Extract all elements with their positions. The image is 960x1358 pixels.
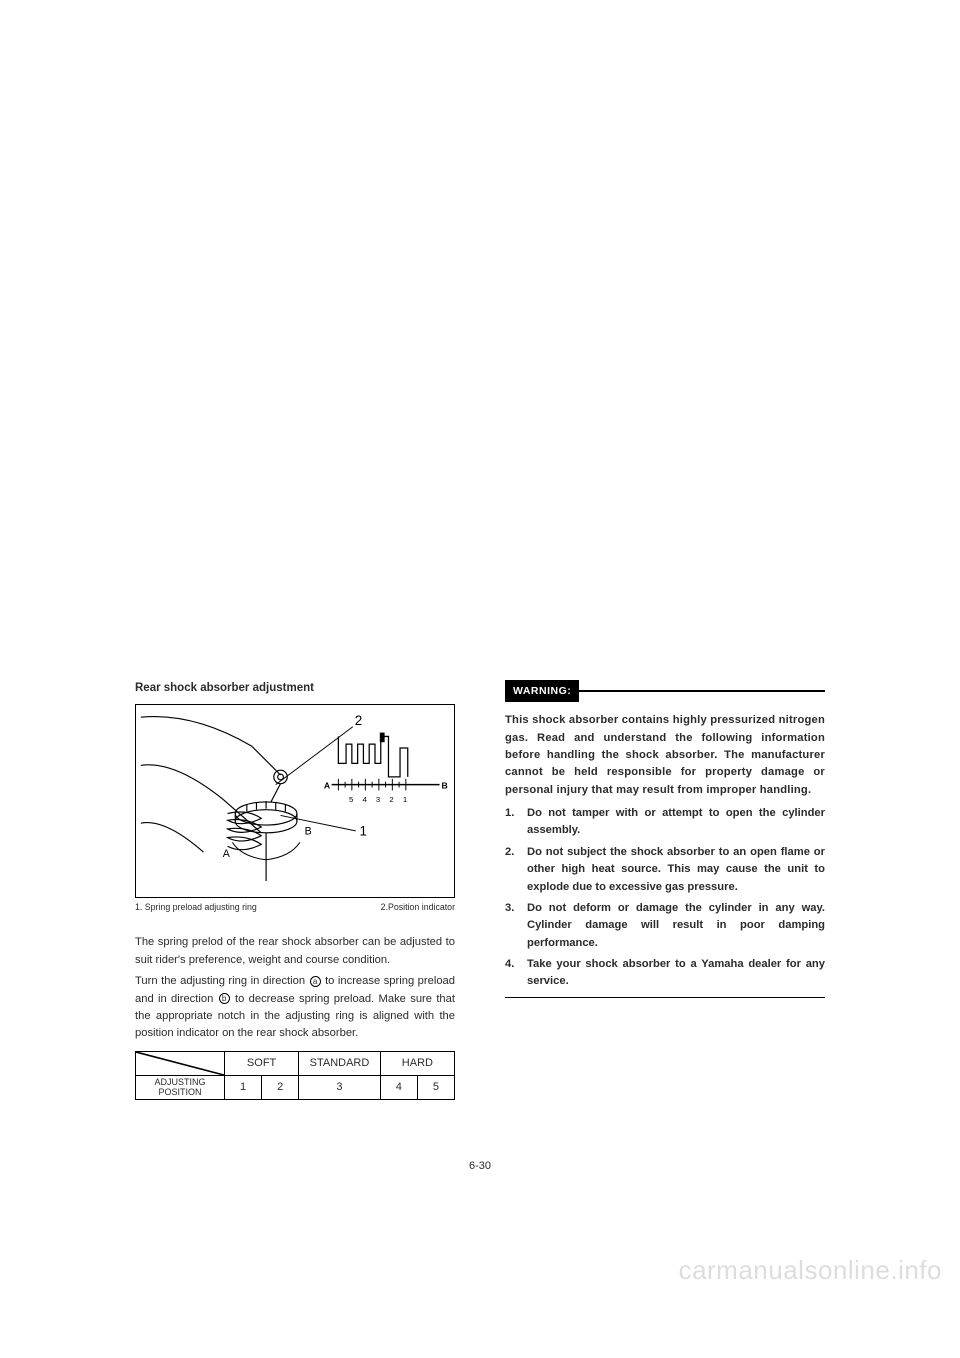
watermark-text: carmanualsonline.info bbox=[679, 1255, 942, 1286]
table-val-2: 2 bbox=[262, 1075, 299, 1100]
scale-tick-5: 5 bbox=[349, 795, 353, 804]
body-para-1: The spring prelod of the rear shock abso… bbox=[135, 934, 455, 969]
warning-rule bbox=[579, 690, 825, 692]
table-header-standard: STANDARD bbox=[299, 1051, 381, 1075]
warning-item-1: 1.Do not tamper with or attempt to open … bbox=[505, 805, 825, 840]
symbol-b-icon: b bbox=[219, 993, 230, 1004]
symbol-a-icon: a bbox=[310, 976, 321, 987]
warning-item-4-text: Take your shock absorber to a Yamaha dea… bbox=[527, 956, 825, 991]
shock-absorber-figure: A B bbox=[135, 704, 455, 898]
figure-letter-b: B bbox=[305, 826, 312, 838]
section-title: Rear shock absorber adjustment bbox=[135, 680, 455, 698]
warning-item-4: 4.Take your shock absorber to a Yamaha d… bbox=[505, 956, 825, 991]
page-number: 6-30 bbox=[0, 1160, 960, 1172]
table-header-soft: SOFT bbox=[225, 1051, 299, 1075]
scale-tick-3: 3 bbox=[376, 795, 380, 804]
adjusting-position-table: SOFT STANDARD HARD ADJUSTING POSITION 1 … bbox=[135, 1051, 455, 1101]
callout-1: 1 bbox=[360, 824, 368, 839]
warning-paragraph: This shock absorber contains highly pres… bbox=[505, 712, 825, 799]
figure-letter-a: A bbox=[223, 848, 231, 860]
warning-item-3: 3.Do not deform or damage the cylinder i… bbox=[505, 900, 825, 952]
row-label-line1: ADJUSTING bbox=[155, 1077, 206, 1087]
figure-caption-left: 1. Spring preload adjusting ring bbox=[135, 901, 257, 915]
row-label-line2: POSITION bbox=[159, 1087, 202, 1097]
scale-tick-1: 1 bbox=[403, 795, 407, 804]
table-val-1: 1 bbox=[225, 1075, 262, 1100]
scale-tick-4: 4 bbox=[362, 795, 367, 804]
warning-label: WARNING: bbox=[505, 680, 579, 702]
table-diagonal-icon bbox=[136, 1052, 224, 1075]
warning-item-1-text: Do not tamper with or attempt to open th… bbox=[527, 805, 825, 840]
callout-2: 2 bbox=[355, 713, 363, 728]
body-para-2: Turn the adjusting ring in direction a t… bbox=[135, 973, 455, 1042]
table-val-5: 5 bbox=[417, 1075, 454, 1100]
warning-item-2-text: Do not subject the shock absorber to an … bbox=[527, 844, 825, 896]
para2-part-a: Turn the adjusting ring in direction bbox=[135, 975, 309, 987]
scale-label-a: A bbox=[324, 780, 331, 790]
scale-label-b: B bbox=[441, 780, 447, 790]
warning-item-3-text: Do not deform or damage the cylinder in … bbox=[527, 900, 825, 952]
table-val-3: 3 bbox=[299, 1075, 381, 1100]
table-row-label: ADJUSTING POSITION bbox=[136, 1075, 225, 1100]
warning-header: WARNING: bbox=[505, 680, 825, 702]
figure-svg: A B bbox=[136, 705, 454, 897]
warning-item-2: 2.Do not subject the shock absorber to a… bbox=[505, 844, 825, 896]
table-val-4: 4 bbox=[380, 1075, 417, 1100]
figure-caption-right: 2.Position indicator bbox=[381, 901, 455, 915]
table-header-hard: HARD bbox=[380, 1051, 454, 1075]
warning-list: 1.Do not tamper with or attempt to open … bbox=[505, 805, 825, 991]
warning-end-rule bbox=[505, 997, 825, 998]
scale-tick-2: 2 bbox=[389, 795, 393, 804]
